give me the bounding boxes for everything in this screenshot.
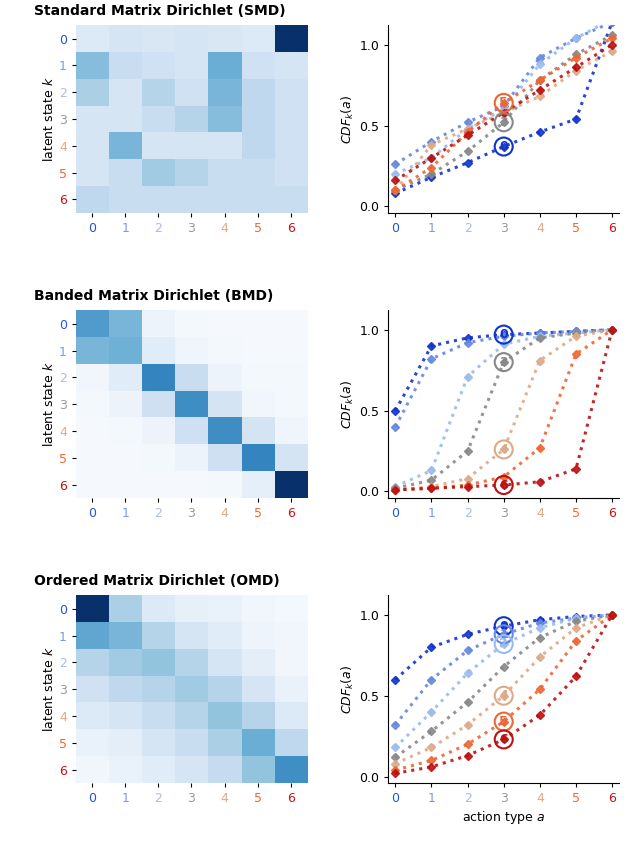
Text: 0: 0 — [499, 328, 508, 341]
Text: 1: 1 — [499, 628, 508, 641]
Y-axis label: $CDF_k(a)$: $CDF_k(a)$ — [340, 94, 356, 144]
Y-axis label: latent state $k$: latent state $k$ — [42, 76, 56, 162]
Text: 4: 4 — [499, 690, 508, 702]
Text: Banded Matrix Dirichlet (BMD): Banded Matrix Dirichlet (BMD) — [34, 289, 274, 302]
Text: Standard Matrix Dirichlet (SMD): Standard Matrix Dirichlet (SMD) — [34, 3, 286, 18]
Text: 3: 3 — [499, 355, 508, 369]
Y-axis label: $CDF_k(a)$: $CDF_k(a)$ — [340, 380, 356, 429]
Text: 0: 0 — [499, 140, 508, 153]
Text: 5: 5 — [499, 715, 508, 728]
Text: Ordered Matrix Dirichlet (OMD): Ordered Matrix Dirichlet (OMD) — [34, 573, 280, 588]
Text: 3: 3 — [499, 116, 508, 129]
Text: 6: 6 — [499, 733, 508, 746]
Text: 6: 6 — [499, 478, 508, 492]
Y-axis label: $CDF_k(a)$: $CDF_k(a)$ — [340, 664, 356, 714]
Y-axis label: latent state $k$: latent state $k$ — [42, 361, 56, 447]
Text: 5: 5 — [499, 96, 508, 109]
X-axis label: action type $a$: action type $a$ — [462, 809, 545, 826]
Text: 0: 0 — [499, 620, 508, 632]
Y-axis label: latent state $k$: latent state $k$ — [42, 647, 56, 733]
Text: 4: 4 — [499, 443, 508, 456]
Text: 2: 2 — [499, 637, 508, 651]
